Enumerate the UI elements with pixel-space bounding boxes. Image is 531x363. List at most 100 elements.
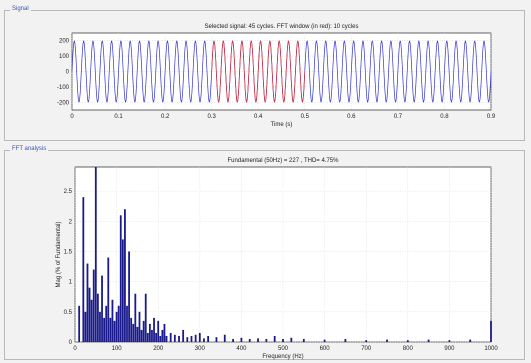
fft-x-tick-label: 700 [361,346,372,352]
fft-panel [4,150,525,360]
signal-x-tick-label: 0.1 [114,114,123,120]
fft-bar [469,339,472,342]
fft-bar [157,320,160,342]
signal-y-tick-label: 0 [66,70,70,76]
fft-bar [138,311,141,342]
fft-y-tick-label: 0.5 [64,310,73,316]
fft-bar [111,299,114,342]
fft-bar [132,323,135,342]
fft-panel-title: FFT analysis [10,145,49,153]
signal-x-tick-label: 0.9 [487,114,496,120]
fft-bar [490,320,492,342]
fft-bar [153,317,155,342]
fft-bar [148,323,151,342]
fft-window-waveform [211,40,306,103]
fft-x-tick-label: 500 [278,346,289,352]
fft-bar [130,317,133,342]
signal-x-tick-label: 0.7 [394,114,403,120]
fft-y-tick-label: 2.5 [64,189,73,195]
signal-x-tick-label: 0.5 [301,114,310,120]
fft-bar [282,338,284,342]
fft-bar [169,332,172,342]
fft-bar [190,335,193,342]
fft-bar [248,338,251,342]
fft-bar [136,326,139,342]
fft-bar [134,293,137,342]
fft-bar [198,332,201,342]
fft-x-tick-label: 600 [320,346,331,352]
fft-bar [207,335,210,342]
fft-y-axis-label: Mag (% of Fundamental) [56,221,62,287]
fft-y-tick-label: 1.5 [64,249,73,255]
fft-x-tick-label: 1000 [484,346,498,352]
signal-x-tick-label: 0 [70,114,74,120]
fft-bar [427,339,430,342]
fft-bar [215,337,218,342]
fft-bar [124,209,126,342]
fft-x-tick-label: 300 [195,346,206,352]
fft-bar [323,339,326,342]
signal-y-tick-label: 100 [59,54,70,60]
fft-bar [146,332,149,342]
fft-y-tick-label: 0 [69,340,73,346]
fft-y-tick-label: 1 [69,280,73,286]
fft-bar [240,337,243,342]
fft-bar [265,338,268,342]
fft-bar [121,239,124,342]
fft-x-tick-label: 0 [73,346,77,352]
fft-bar [178,335,180,342]
fft-bar [182,329,185,342]
signal-x-tick-label: 0.2 [161,114,170,120]
signal-y-tick-label: -200 [57,100,70,106]
fft-y-tick-label: 2 [69,219,73,225]
fft-bar [194,334,197,342]
fft-bar [406,340,409,342]
signal-panel [4,10,525,141]
fft-bar [232,338,234,342]
fft-bar [223,334,226,342]
fft-bar [448,340,451,342]
fft-bar [117,305,120,342]
fft-bar [151,329,153,342]
fft-bar [161,329,164,342]
fft-bar [103,317,106,342]
signal-x-tick-label: 0.3 [207,114,216,120]
fft-bar [142,320,145,342]
fft-bar [302,338,305,342]
fft-bar [82,197,85,342]
fft-bar [92,269,95,342]
fft-bar [86,263,89,342]
fft-bar [144,293,147,342]
fft-bar [159,335,162,342]
signal-x-tick-label: 0.4 [254,114,263,120]
fft-bar [94,167,97,342]
fft-bar [99,311,101,342]
fft-bar [173,334,176,342]
fft-x-tick-label: 800 [403,346,414,352]
fft-bar [257,338,259,342]
fft-bar [96,293,99,342]
fft-bar [365,340,368,342]
signal-x-tick-label: 0.6 [347,114,356,120]
fft-bar [128,251,130,342]
fft-bar [119,215,122,342]
fft-bar [386,339,388,342]
fft-bar [290,337,293,342]
fft-bar [105,305,108,342]
fft-bar [165,335,168,342]
fft-bar [273,335,276,342]
fft-x-axis-label: Frequency (Hz) [262,354,303,360]
fft-x-tick-label: 900 [444,346,455,352]
signal-panel-title: Signal [10,5,31,13]
fft-plot-title: Fundamental (50Hz) = 227 , THD= 4.75% [228,158,340,164]
fft-bar [84,311,87,342]
fft-bar [115,311,118,342]
fft-bar [90,299,93,342]
signal-x-tick-label: 0.8 [440,114,449,120]
fft-bar [109,317,112,342]
fft-bar [113,320,116,342]
fft-bar [344,338,347,342]
signal-x-axis-label: Time (s) [271,122,293,128]
fft-bar [140,329,143,342]
